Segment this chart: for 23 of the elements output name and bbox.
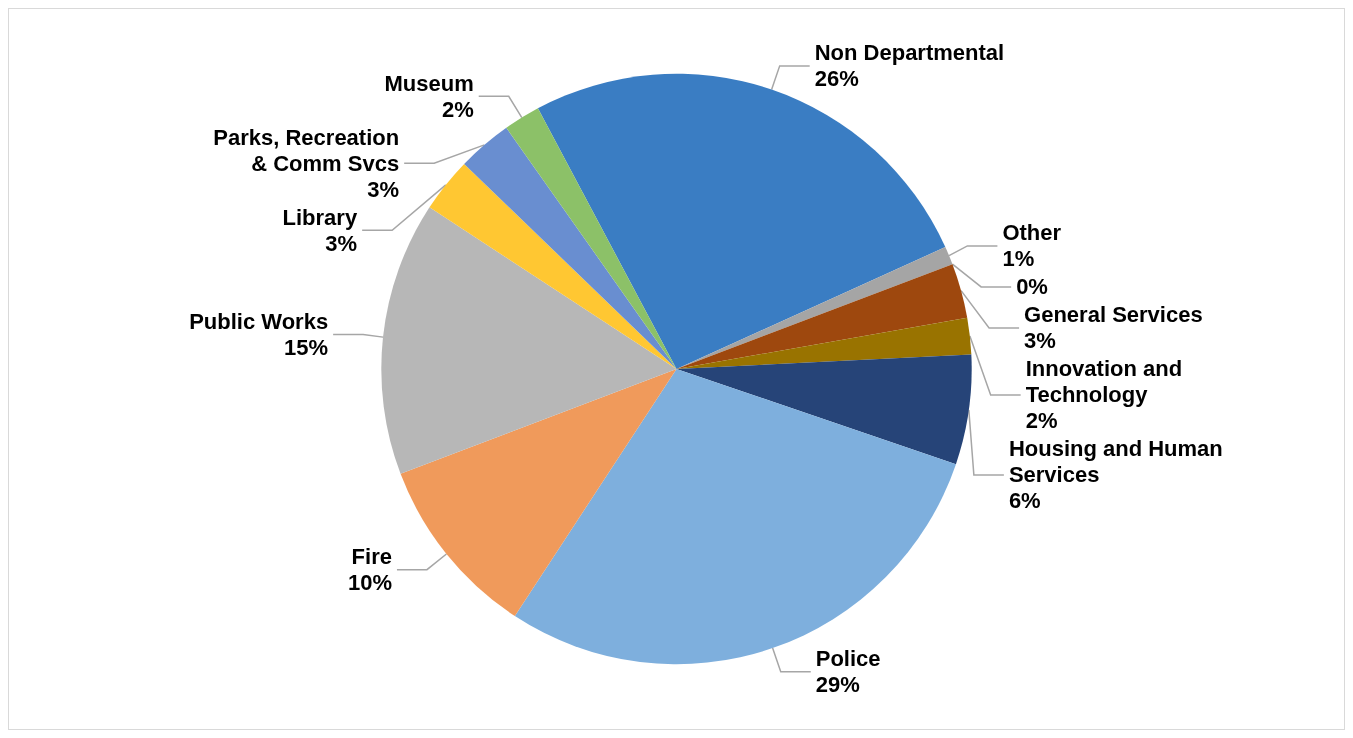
slice-label: Non Departmental (814, 40, 1005, 66)
slice-label: Innovation and Technology (1025, 356, 1183, 408)
slice-label: Museum (384, 70, 474, 96)
data-label: 29% (815, 672, 860, 698)
data-label: 10% (347, 570, 392, 596)
data-label: 26% (814, 66, 859, 92)
data-label: 15% (284, 334, 329, 360)
data-label: 2% (441, 96, 474, 122)
slice-label: General Services (1024, 302, 1203, 328)
slice-label: Other (1002, 220, 1062, 246)
data-label: 3% (367, 176, 400, 202)
data-label: 3% (1024, 328, 1056, 354)
slice-label: Fire (351, 544, 392, 570)
slice-label: Housing and Human Services (1008, 436, 1223, 488)
data-label: 6% (1008, 488, 1041, 514)
data-label: 1% (1002, 246, 1035, 272)
data-label: 3% (325, 230, 358, 256)
data-label: 2% (1025, 408, 1058, 434)
slice-label: Parks, Recreation & Comm Svcs (213, 124, 400, 176)
slice-label: Library (282, 204, 358, 230)
slice-label: Police (815, 646, 881, 672)
slice-label: Public Works (189, 308, 329, 334)
text: 0% (1016, 274, 1048, 300)
